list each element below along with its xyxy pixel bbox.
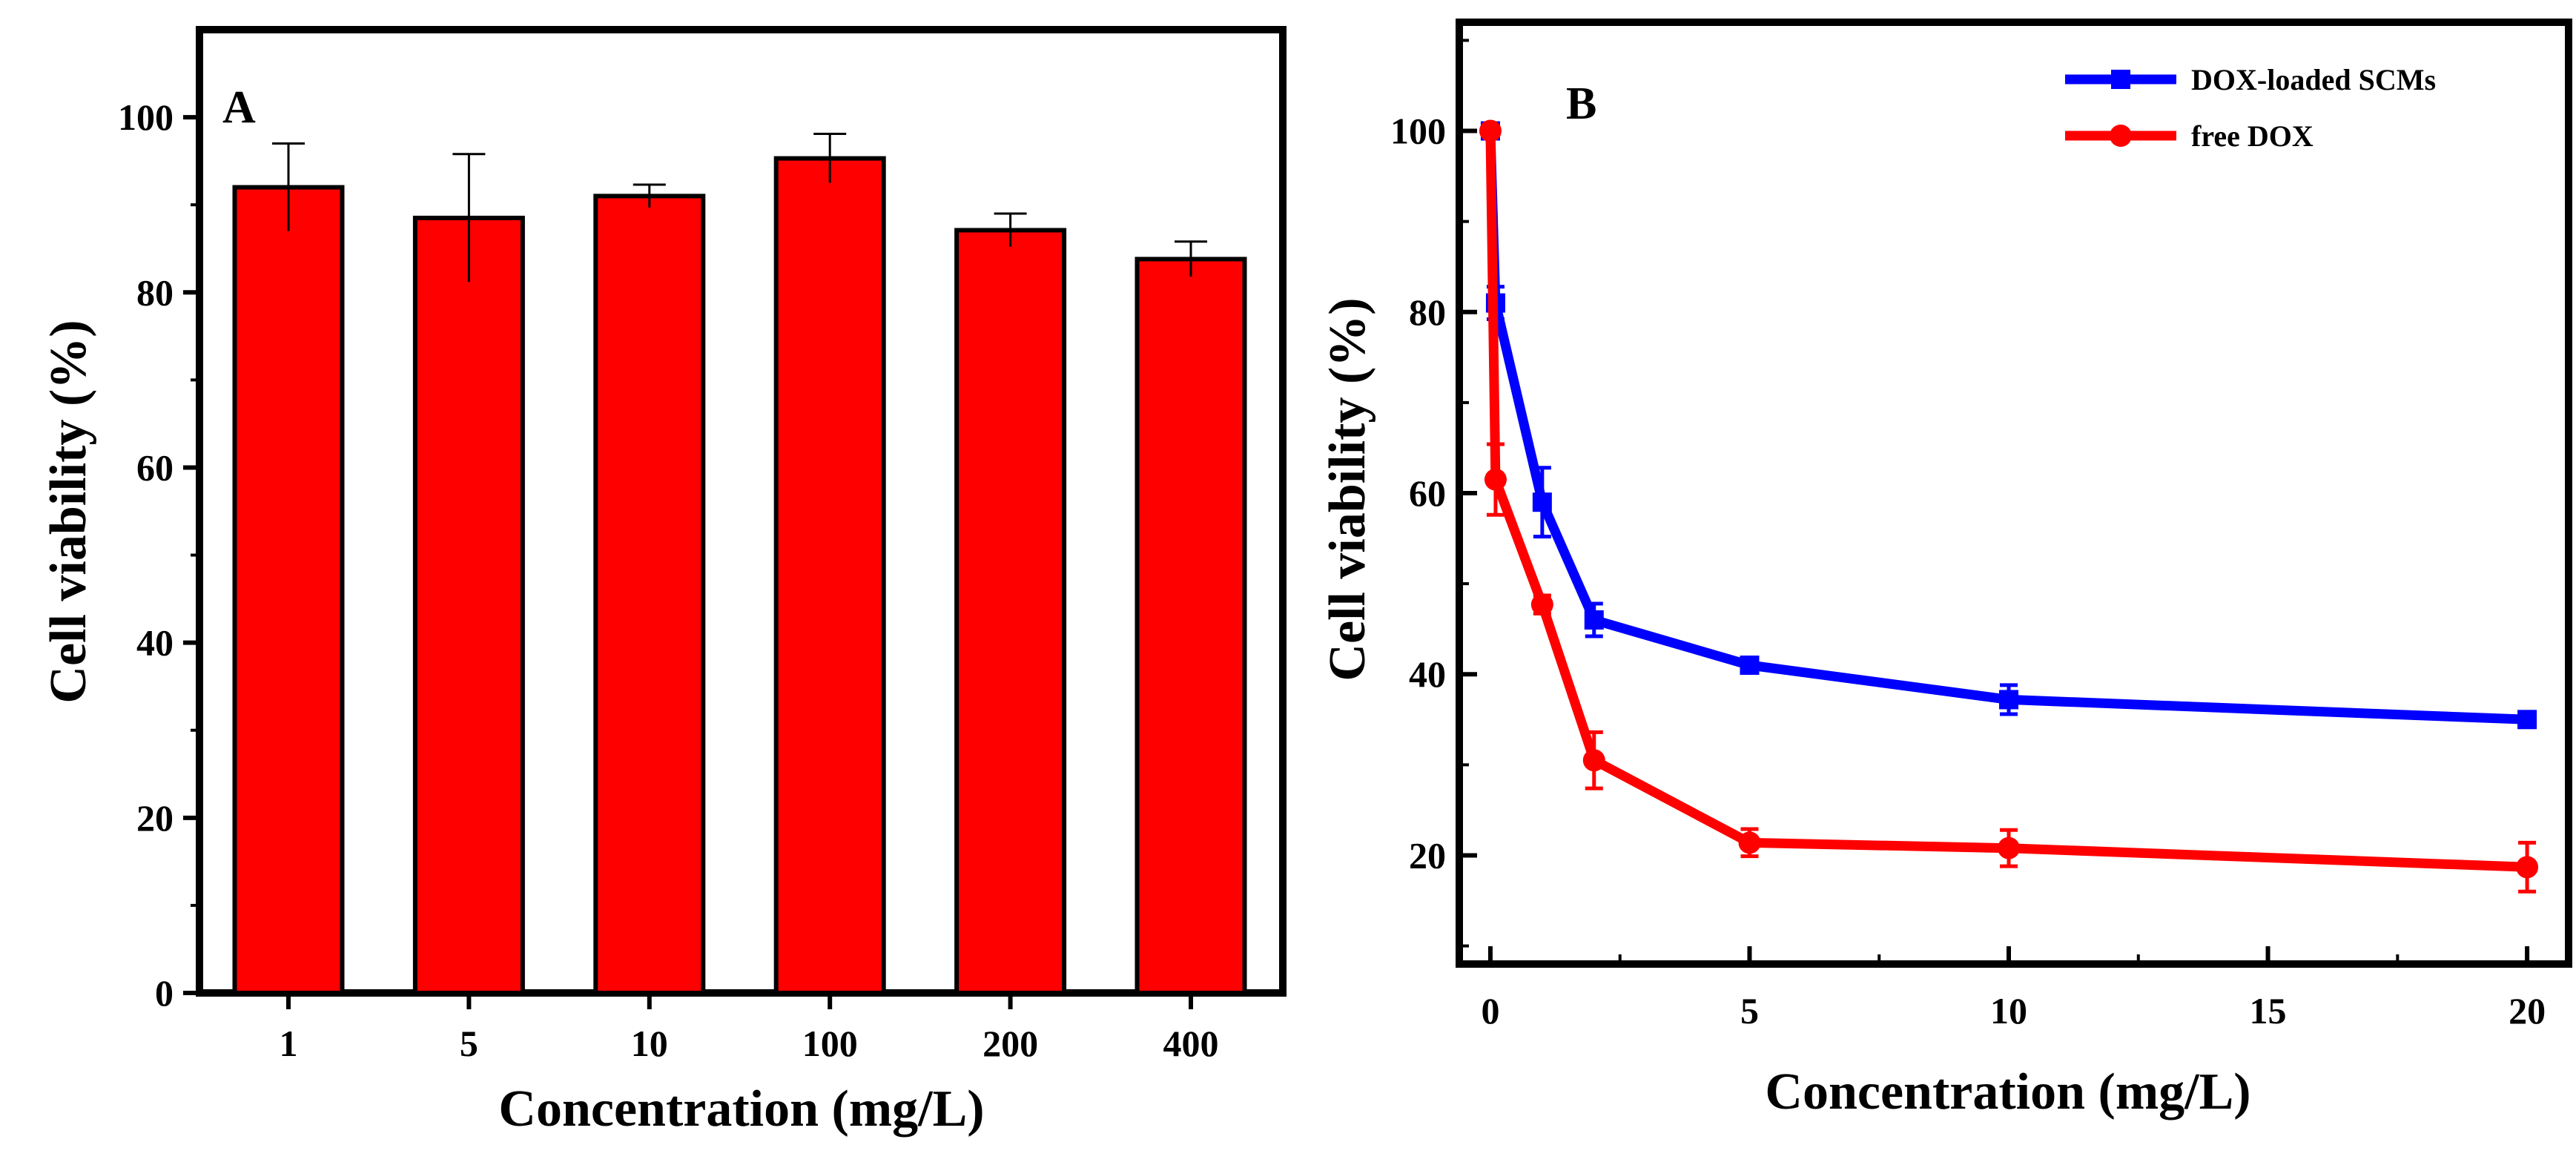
y-tick-label: 60 [1409, 472, 1446, 514]
bar [773, 156, 886, 996]
data-point-free-dox [1479, 119, 1502, 142]
x-tick-label: 0 [1481, 990, 1499, 1032]
y-tick-label: 100 [118, 96, 174, 138]
y-tick-label: 80 [136, 271, 174, 313]
bar [954, 228, 1067, 995]
legend-label-dox-loaded-scms: DOX-loaded SCMs [2191, 63, 2436, 96]
x-tick-label: 10 [631, 1023, 668, 1064]
data-point-free-dox [1998, 836, 2021, 859]
panel-a-plot-frame [196, 26, 1287, 997]
panel-b-y-axis-title: Cell viability (%) [1319, 297, 1376, 681]
x-tick-label: 15 [2250, 990, 2287, 1032]
legend-label-free-dox: free DOX [2191, 119, 2314, 153]
panel-a-x-axis-title: Concentration (mg/L) [498, 1080, 984, 1138]
data-point-free-dox [1582, 749, 1605, 772]
panel-b-legend: DOX-loaded SCMs free DOX [2065, 63, 2436, 153]
data-point-free-dox [2516, 856, 2539, 879]
panel-b-ticks: 0 5 10 15 20 20 40 60 80 100 [1390, 39, 2546, 1032]
x-tick-label: 200 [982, 1023, 1038, 1064]
panel-b-plot-frame [1456, 19, 2572, 968]
y-tick-label: 80 [1409, 291, 1446, 333]
data-point-free-dox [1738, 831, 1761, 854]
y-tick-label: 60 [136, 446, 174, 488]
bar [232, 185, 345, 996]
x-tick-label: 5 [1740, 990, 1759, 1032]
x-tick-label: 1 [280, 1023, 298, 1064]
y-tick-label: 0 [155, 972, 174, 1014]
y-tick-label: 20 [1409, 834, 1446, 876]
x-tick-label: 100 [802, 1023, 858, 1064]
data-point-dox-loaded-scms [1584, 610, 1604, 630]
panel-a-bar-chart: A 1 5 10 100 200 400 0 20 40 60 80 100 Concentratio… [40, 26, 1287, 1138]
series-line-free-dox [1485, 131, 2528, 872]
x-tick-label: 10 [1990, 990, 2027, 1032]
x-tick-label: 400 [1163, 1023, 1219, 1064]
bar [1135, 257, 1247, 995]
data-point-dox-loaded-scms [1999, 690, 2019, 710]
data-point-dox-loaded-scms [1532, 492, 1552, 512]
panel-a-ticks: 1 5 10 100 200 400 0 20 40 60 80 100 [118, 96, 1219, 1064]
y-tick-label: 100 [1390, 110, 1446, 152]
data-point-dox-loaded-scms [1740, 656, 1760, 676]
x-tick-label: 20 [2509, 990, 2546, 1032]
data-point-free-dox [1530, 593, 1553, 616]
bar [593, 194, 706, 996]
series-line-dox-loaded-scms [1485, 131, 2528, 725]
data-point-dox-loaded-scms [2517, 710, 2537, 730]
panel-b-x-axis-title: Concentration (mg/L) [1765, 1063, 2250, 1121]
panel-b-label: B [1566, 79, 1596, 129]
bar [412, 215, 525, 995]
panel-a-label: A [222, 82, 256, 133]
panel-a-marks [232, 133, 1247, 996]
panel-b-marks [1479, 119, 2539, 894]
y-tick-label: 20 [136, 797, 174, 839]
y-tick-label: 40 [1409, 653, 1446, 695]
legend-marker-dox-loaded-scms [2111, 70, 2130, 89]
panel-b-line-chart: B 0 5 10 15 20 20 40 60 80 100 DOX-loaded SCMs fr… [1319, 19, 2572, 1121]
data-point-free-dox [1484, 468, 1507, 491]
panel-a-y-axis-title: Cell viability (%) [40, 320, 97, 703]
legend-marker-free-dox [2110, 125, 2132, 147]
x-tick-label: 5 [460, 1023, 478, 1064]
y-tick-label: 40 [136, 622, 174, 664]
